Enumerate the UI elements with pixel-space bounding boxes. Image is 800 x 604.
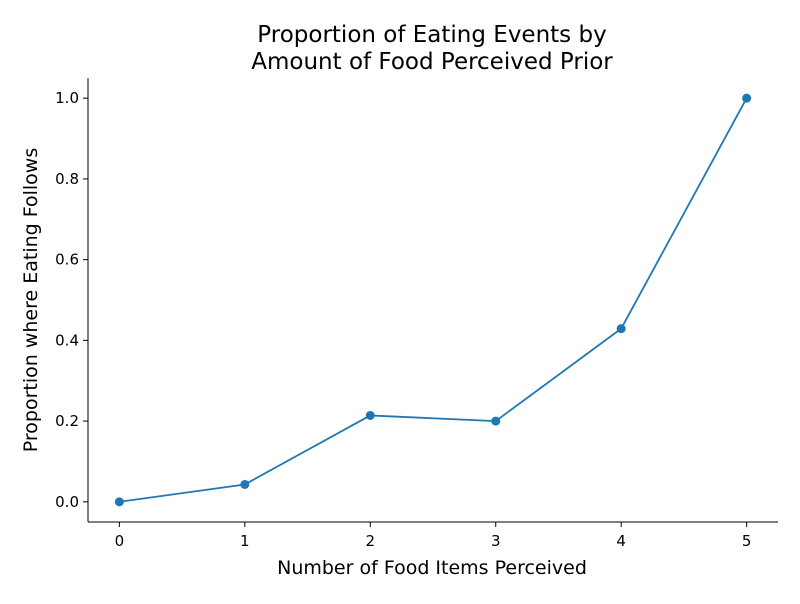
data-point: [240, 479, 250, 489]
y-tick-label: 1.0: [55, 89, 79, 107]
y-axis-ticks: 0.0 0.2 0.4 0.6 0.8 1.0: [55, 89, 88, 511]
y-tick-label: 0.2: [55, 412, 79, 430]
x-tick-label: 1: [240, 532, 250, 550]
data-point: [365, 410, 375, 420]
series-layer: [114, 93, 752, 507]
x-tick-label: 5: [742, 532, 752, 550]
y-tick-label: 0.0: [55, 493, 79, 511]
x-tick-label: 0: [115, 532, 125, 550]
x-tick-label: 3: [491, 532, 501, 550]
chart-title-line-2: Amount of Food Perceived Prior: [251, 49, 613, 75]
series-line: [119, 97, 748, 503]
data-point: [616, 324, 626, 334]
data-point: [114, 497, 124, 507]
x-tick-label: 2: [365, 532, 375, 550]
y-tick-label: 0.8: [55, 170, 79, 188]
data-point: [742, 93, 752, 103]
y-axis-label: Proportion where Eating Follows: [20, 148, 42, 452]
x-axis-ticks: 0 1 2 3 4 5: [115, 522, 752, 550]
y-tick-label: 0.4: [55, 331, 79, 349]
x-tick-label: 4: [616, 532, 626, 550]
chart-title-line-1: Proportion of Eating Events by: [257, 22, 606, 48]
y-tick-label: 0.6: [55, 251, 79, 269]
data-point: [491, 416, 501, 426]
x-axis-label: Number of Food Items Perceived: [277, 557, 587, 579]
